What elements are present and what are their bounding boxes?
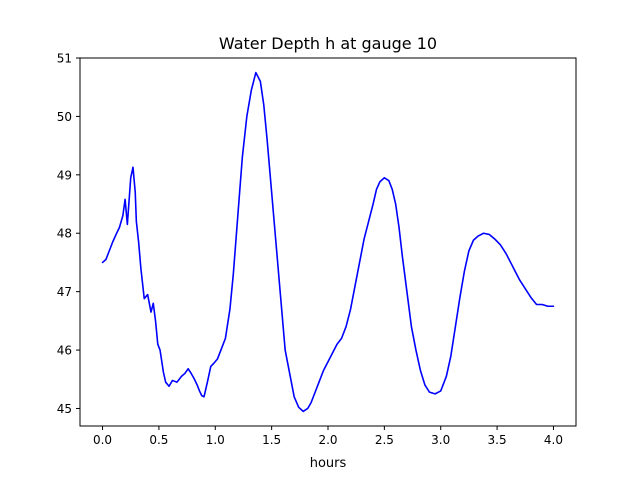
y-tick-label: 48 [57, 227, 72, 241]
x-tick-label: 3.5 [488, 433, 507, 447]
x-tick-label: 2.0 [318, 433, 337, 447]
y-axis: 45 46 47 48 49 50 51 [57, 52, 80, 416]
y-tick-label: 49 [57, 168, 72, 182]
x-tick-label: 0.0 [93, 433, 112, 447]
y-tick-label: 45 [57, 402, 72, 416]
y-tick-label: 50 [57, 110, 72, 124]
x-tick-label: 1.0 [206, 433, 225, 447]
y-tick-label: 47 [57, 285, 72, 299]
chart-title: Water Depth h at gauge 10 [219, 34, 437, 53]
x-axis: 0.0 0.5 1.0 1.5 2.0 2.5 3.0 3.5 4.0 [93, 426, 563, 447]
x-tick-label: 2.5 [375, 433, 394, 447]
x-tick-label: 3.0 [431, 433, 450, 447]
y-tick-label: 46 [57, 344, 72, 358]
x-tick-label: 4.0 [544, 433, 563, 447]
x-axis-label: hours [310, 456, 347, 471]
y-tick-label: 51 [57, 52, 72, 66]
x-tick-label: 1.5 [262, 433, 281, 447]
x-tick-label: 0.5 [149, 433, 168, 447]
series-line-0 [101, 71, 555, 413]
